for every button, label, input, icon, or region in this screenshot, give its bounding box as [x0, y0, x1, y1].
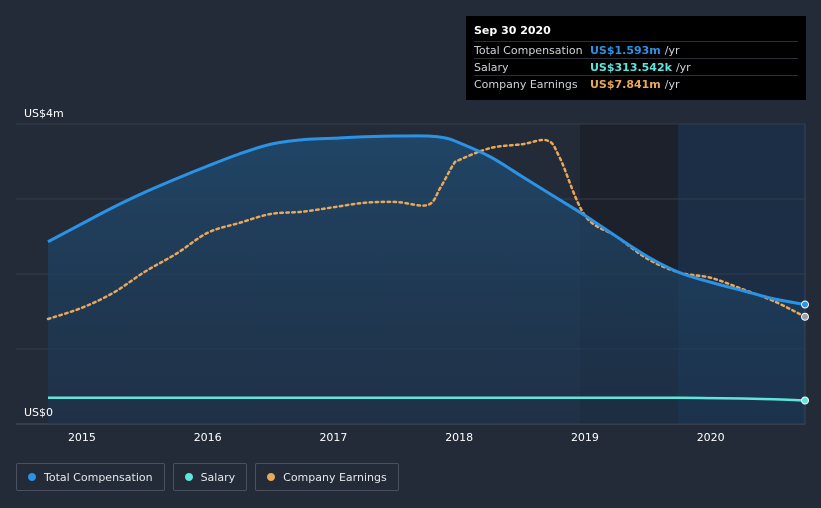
x-tick-label: 2017 — [319, 431, 347, 444]
legend-item-salary[interactable]: Salary — [172, 463, 248, 491]
legend-label: Total Compensation — [44, 470, 153, 484]
tooltip-unit: /yr — [664, 43, 680, 57]
total-compensation-line — [47, 134, 806, 307]
endpoint-marker — [801, 396, 809, 405]
tooltip-value: US$7.841m — [590, 77, 661, 91]
tooltip-row-salary: Salary US$313.542k /yr — [474, 58, 798, 75]
x-tick-label: 2015 — [68, 431, 96, 444]
tooltip-value: US$1.593m — [590, 43, 661, 57]
tooltip-value: US$313.542k — [590, 60, 672, 74]
legend-label: Company Earnings — [283, 470, 387, 484]
tooltip-label: Salary — [474, 60, 509, 74]
tooltip-row-company-earnings: Company Earnings US$7.841m /yr — [474, 75, 798, 92]
legend-item-company-earnings[interactable]: Company Earnings — [255, 463, 399, 491]
legend-label: Salary — [200, 470, 236, 484]
y-axis-bottom-label: US$0 — [24, 406, 53, 419]
tooltip: Sep 30 2020 Total Compensation US$1.593m… — [466, 16, 806, 100]
endpoint-marker — [801, 300, 809, 309]
company-earnings-dot-icon — [267, 473, 276, 481]
legend: Total Compensation Salary Company Earnin… — [16, 463, 399, 491]
x-tick-label: 2020 — [697, 431, 725, 444]
x-axis-ticks: 2015 2016 2017 2018 2019 2020 — [68, 431, 725, 444]
endpoint-marker — [801, 312, 809, 321]
total-compensation-dot-icon — [28, 473, 36, 481]
tooltip-date: Sep 30 2020 — [474, 24, 551, 37]
total-compensation-area — [48, 135, 805, 424]
tooltip-label: Total Compensation — [474, 43, 583, 57]
series-endpoints — [801, 300, 809, 405]
salary-dot-icon — [184, 473, 193, 481]
y-axis-top-label: US$4m — [24, 107, 64, 120]
tooltip-unit: /yr — [664, 77, 680, 91]
x-tick-label: 2016 — [194, 431, 222, 444]
legend-item-total-compensation[interactable]: Total Compensation — [16, 463, 165, 491]
tooltip-row-total-compensation: Total Compensation US$1.593m /yr — [474, 41, 798, 58]
salary-line — [48, 396, 806, 402]
tooltip-label: Company Earnings — [474, 77, 578, 91]
x-tick-label: 2019 — [571, 431, 599, 444]
x-tick-label: 2018 — [445, 431, 473, 444]
tooltip-unit: /yr — [675, 60, 691, 74]
